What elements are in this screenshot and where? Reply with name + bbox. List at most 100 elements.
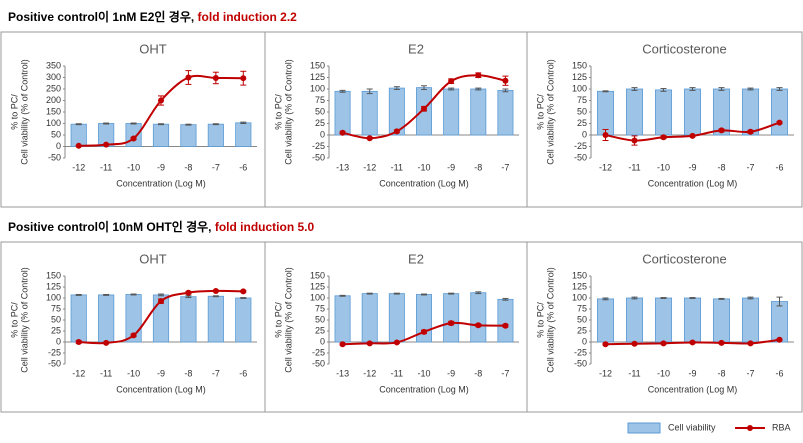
bar — [361, 293, 378, 343]
bar — [235, 297, 252, 343]
y-tick-label: 125 — [310, 72, 325, 82]
bar — [497, 89, 514, 136]
x-axis-label: Concentration (Log M) — [116, 384, 206, 394]
y-tick-label: 150 — [310, 60, 325, 70]
y-tick-label: 300 — [46, 72, 61, 82]
y-axis-label: Cell viability (% of Control) — [283, 267, 293, 373]
y-tick-label: 75 — [51, 303, 61, 313]
bar — [207, 295, 224, 343]
y-tick-label: 125 — [572, 72, 587, 82]
heading: Positive control이 10nM OHT인 경우, fold ind… — [8, 219, 315, 234]
y-tick-label: 125 — [572, 281, 587, 291]
heading: Positive control이 1nM E2인 경우, fold induc… — [8, 9, 297, 24]
bar — [683, 297, 702, 343]
bar — [654, 89, 673, 136]
error-bar — [240, 297, 247, 299]
y-tick-label: 50 — [577, 314, 587, 324]
point — [502, 322, 509, 329]
y-tick-label: -50 — [48, 358, 61, 368]
error-bar — [339, 294, 346, 297]
x-tick-label: -11 — [391, 368, 403, 378]
y-tick-label: 100 — [46, 118, 61, 128]
error-bar — [366, 292, 373, 295]
x-axis-label: Concentration (Log M) — [648, 178, 738, 188]
point — [776, 336, 783, 343]
chart-title: OHT — [139, 251, 167, 266]
error-bar — [475, 291, 482, 295]
point — [75, 142, 82, 149]
point — [747, 340, 754, 347]
point — [212, 74, 219, 81]
x-tick-label: -8 — [184, 162, 192, 172]
bar — [334, 90, 351, 136]
y-tick-label: 150 — [310, 270, 325, 280]
x-tick-label: -6 — [239, 368, 247, 378]
legend-label: Cell viability — [668, 422, 716, 432]
bar — [683, 88, 702, 136]
y-tick-label: -50 — [48, 152, 61, 162]
bar — [470, 88, 487, 136]
heading-highlight: fold induction 5.0 — [215, 220, 315, 234]
x-tick-label: -9 — [688, 368, 696, 378]
x-tick-label: -6 — [775, 162, 783, 172]
point — [158, 298, 164, 305]
y-tick-label: 150 — [572, 270, 587, 280]
x-tick-label: -10 — [657, 162, 670, 172]
x-tick-label: -8 — [717, 162, 725, 172]
x-tick-label: -8 — [717, 368, 725, 378]
error-bar — [130, 293, 137, 296]
error-bar — [158, 293, 164, 297]
point — [631, 137, 638, 144]
legend-marker — [747, 425, 753, 431]
y-tick-label: 100 — [310, 292, 325, 302]
x-tick-label: -11 — [628, 368, 640, 378]
x-tick-label: -12 — [599, 368, 612, 378]
error-bar — [103, 293, 110, 296]
error-bar — [130, 122, 137, 125]
bar — [770, 88, 789, 136]
error-bar — [240, 121, 247, 124]
point — [747, 128, 754, 135]
y-tick-label: 100 — [572, 83, 587, 93]
y-tick-label: 25 — [315, 325, 325, 335]
bar — [741, 297, 760, 343]
heading-text: Positive control이 1nM E2인 경우, — [8, 9, 198, 24]
bar — [180, 296, 197, 343]
x-tick-label: -8 — [184, 368, 192, 378]
y-tick-label: -50 — [312, 152, 325, 162]
point — [718, 127, 725, 134]
legend-swatch — [627, 422, 661, 434]
bar — [596, 90, 615, 136]
x-tick-label: -10 — [417, 162, 430, 172]
y-axis-label: % to PC/ — [535, 302, 545, 338]
point — [502, 77, 509, 84]
error-bar — [212, 295, 219, 298]
y-tick-label: 25 — [315, 118, 325, 128]
x-tick-label: -12 — [72, 162, 85, 172]
bar — [596, 298, 615, 343]
point — [130, 332, 137, 339]
y-axis-label: % to PC/ — [273, 302, 283, 338]
y-tick-label: 75 — [315, 303, 325, 313]
x-tick-label: -11 — [100, 368, 112, 378]
point — [240, 75, 247, 82]
error-bar — [718, 87, 725, 91]
y-tick-label: 75 — [577, 303, 587, 313]
y-tick-label: 250 — [46, 83, 61, 93]
bar — [625, 297, 644, 343]
y-tick-label: 25 — [577, 118, 587, 128]
y-axis-label: Cell viability (% of Control) — [545, 267, 555, 373]
legend-label: RBA — [772, 422, 791, 432]
point — [75, 339, 82, 345]
error-bar — [366, 88, 373, 95]
y-tick-label: 25 — [51, 325, 61, 335]
error-bar — [776, 87, 783, 91]
bar — [712, 298, 731, 343]
chart-title: Corticosterone — [642, 251, 727, 266]
bar — [443, 293, 460, 343]
point — [393, 128, 400, 135]
y-tick-label: 25 — [577, 325, 587, 335]
x-axis-label: Concentration (Log M) — [648, 384, 738, 394]
y-axis-label: % to PC/ — [9, 302, 19, 338]
point — [660, 134, 667, 141]
